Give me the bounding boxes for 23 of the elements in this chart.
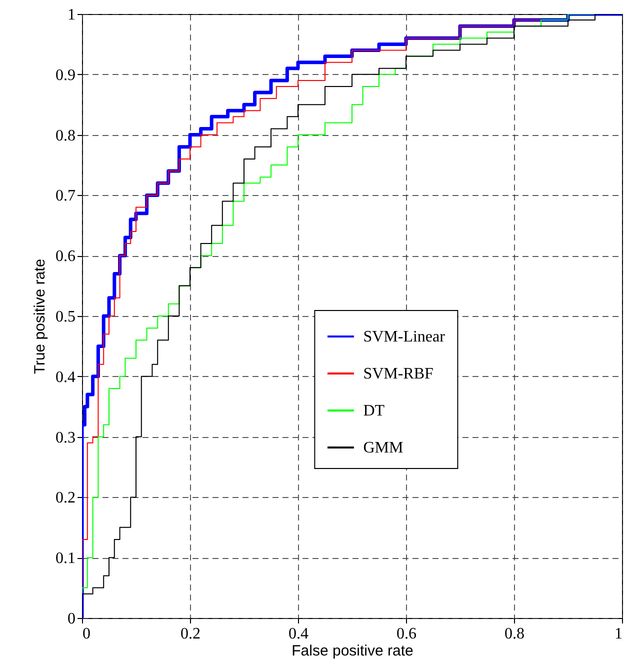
y-tick-label: 0.9 — [56, 66, 76, 84]
y-tick-label: 0.1 — [56, 550, 76, 568]
legend-label: GMM — [363, 439, 404, 456]
x-tick-label: 0.4 — [288, 626, 308, 642]
x-axis-title: False positive rate — [292, 642, 414, 660]
y-tick-label: 1 — [68, 6, 76, 24]
y-tick-label: 0.3 — [56, 429, 76, 446]
y-tick-label: 0.6 — [56, 248, 76, 266]
y-tick-label: 0.5 — [56, 308, 76, 326]
x-tick-label: 0.8 — [504, 626, 524, 642]
x-tick-label: 0 — [82, 626, 90, 642]
y-tick-label: 0.4 — [56, 368, 76, 386]
y-tick-label: 0 — [68, 610, 76, 628]
y-tick-label: 0.8 — [56, 127, 76, 144]
legend-label: SVM-RBF — [363, 365, 434, 382]
y-tick-label: 0.2 — [56, 490, 76, 507]
legend-label: DT — [363, 402, 385, 420]
y-tick-label: 0.7 — [56, 188, 76, 205]
x-tick-label: 1 — [614, 626, 622, 642]
legend-label: SVM-Linear — [363, 328, 446, 346]
x-tick-label: 0.6 — [396, 626, 416, 642]
y-axis-title: True positive rate — [32, 258, 48, 374]
x-tick-label: 0.2 — [180, 626, 200, 642]
